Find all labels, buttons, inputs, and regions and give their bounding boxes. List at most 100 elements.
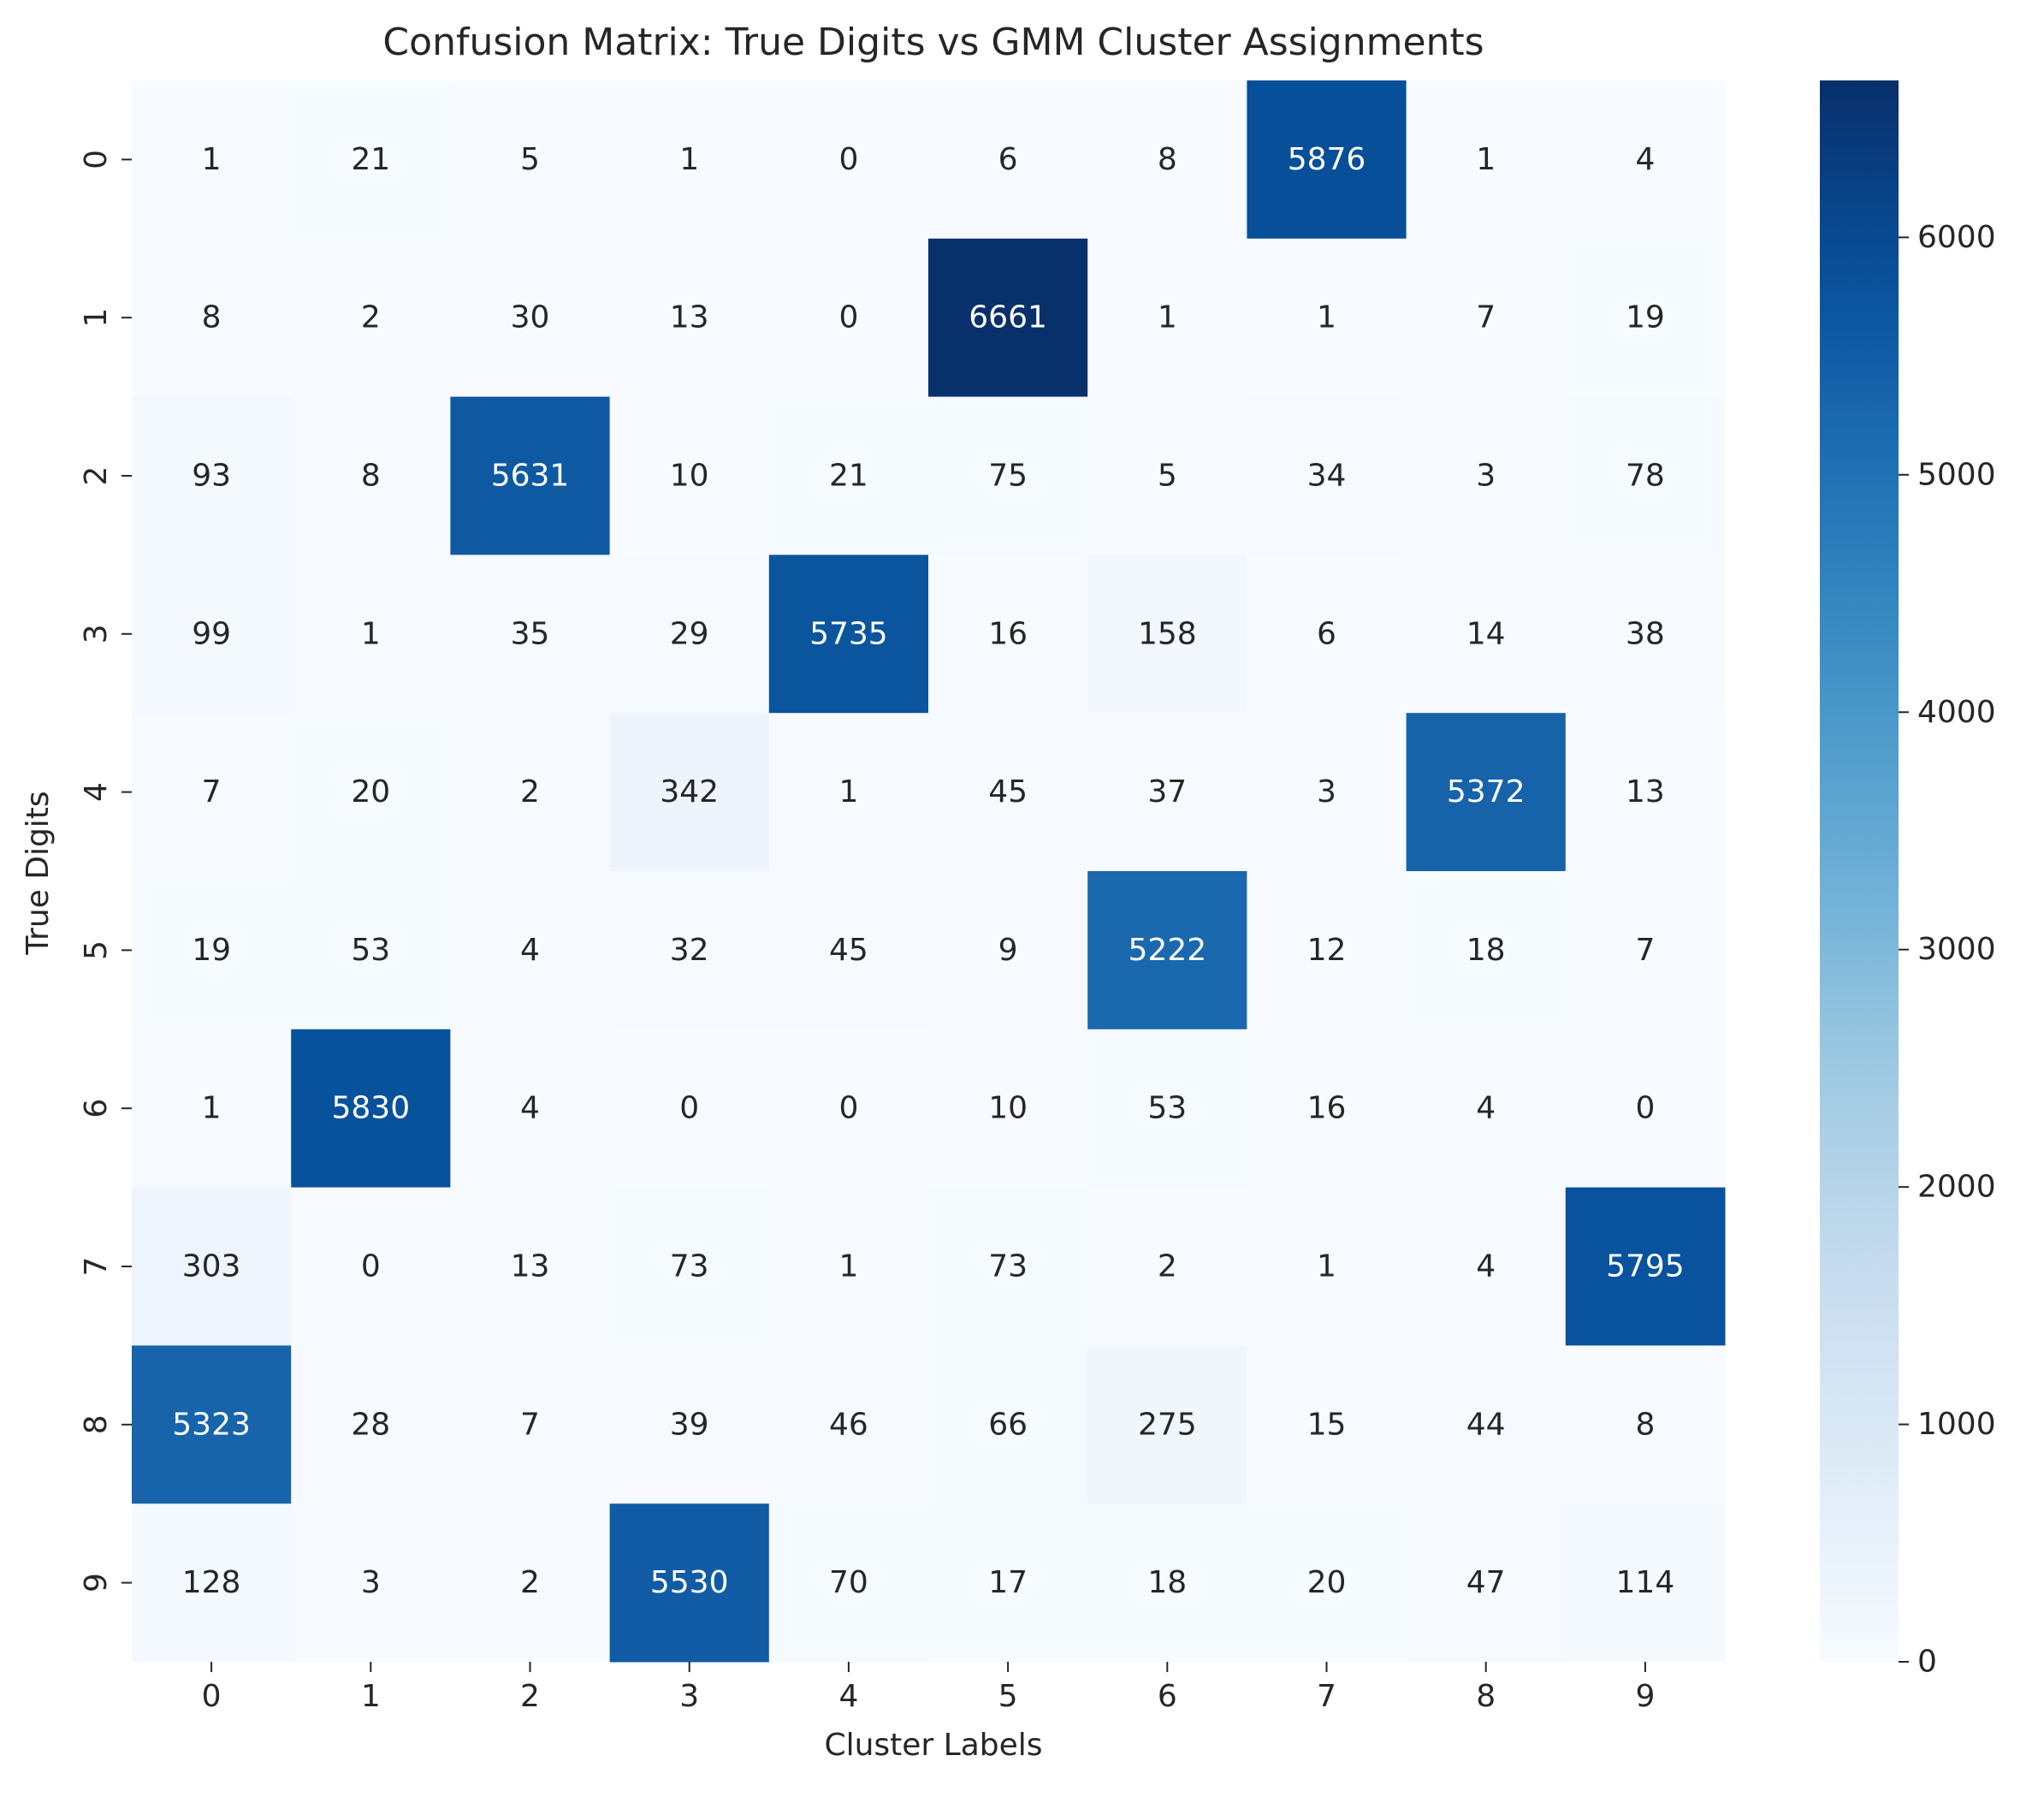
heatmap-cell-label: 38 xyxy=(1626,616,1665,651)
y-tick-label: 1 xyxy=(79,308,114,328)
heatmap-cell xyxy=(1406,396,1567,555)
heatmap-cell xyxy=(1406,555,1567,714)
heatmap-cell-label: 7 xyxy=(520,1407,540,1442)
heatmap-cell-label: 18 xyxy=(1466,933,1506,968)
heatmap-cell xyxy=(132,555,292,714)
heatmap-cell-label: 46 xyxy=(829,1407,868,1442)
colorbar: 0 1000 2000 3000 4000 5000 6000 xyxy=(1820,80,1996,1680)
heatmap-cell-label: 1 xyxy=(361,616,381,651)
heatmap-cell xyxy=(928,80,1088,240)
heatmap-cell-label: 32 xyxy=(670,933,709,968)
heatmap-cell xyxy=(768,1345,929,1504)
heatmap-cell xyxy=(291,1503,451,1663)
heatmap-cell xyxy=(1247,80,1407,240)
heatmap-cell-label: 2 xyxy=(1158,1249,1177,1284)
heatmap-cells xyxy=(132,80,1726,1663)
x-tick-label: 9 xyxy=(1635,1679,1655,1714)
heatmap-cell-label: 45 xyxy=(829,933,868,968)
heatmap-cell-label: 275 xyxy=(1138,1407,1197,1442)
heatmap-cell-label: 5 xyxy=(1158,459,1177,494)
x-tick-label: 7 xyxy=(1317,1679,1336,1714)
heatmap-cell-label: 47 xyxy=(1466,1565,1506,1600)
heatmap-cell xyxy=(291,1029,451,1189)
heatmap-cell xyxy=(768,1187,929,1346)
heatmap-cell-label: 4 xyxy=(520,933,540,968)
heatmap-cell xyxy=(928,713,1088,872)
heatmap-cell-label: 12 xyxy=(1307,933,1347,968)
y-tick-label: 5 xyxy=(79,940,114,960)
heatmap-cell-label: 35 xyxy=(511,616,550,651)
heatmap-cell-label: 1 xyxy=(1476,142,1496,177)
heatmap-cell-label: 1 xyxy=(679,142,699,177)
heatmap-cell xyxy=(1565,396,1726,555)
heatmap-cell xyxy=(1087,1345,1247,1504)
heatmap-cell-label: 158 xyxy=(1138,616,1197,651)
heatmap-cell-label: 20 xyxy=(351,774,390,810)
heatmap-cell xyxy=(928,396,1088,555)
heatmap-cell xyxy=(450,555,611,714)
heatmap-cell xyxy=(291,1187,451,1346)
heatmap-cell-label: 13 xyxy=(670,300,709,335)
heatmap-cell xyxy=(928,1029,1088,1189)
heatmap-cell xyxy=(450,80,611,240)
heatmap-cell-label: 128 xyxy=(182,1565,241,1600)
heatmap-cell xyxy=(928,238,1088,398)
heatmap-cell-label: 1 xyxy=(1317,300,1336,335)
heatmap-cell xyxy=(1247,713,1407,872)
heatmap-cell xyxy=(1087,871,1247,1030)
heatmap-cell xyxy=(1565,1187,1726,1346)
heatmap-cell-label: 78 xyxy=(1626,459,1665,494)
heatmap-cell-label: 8 xyxy=(1158,142,1177,177)
heatmap-cell xyxy=(450,713,611,872)
heatmap-cell-label: 8 xyxy=(1635,1407,1655,1442)
heatmap-cell-label: 16 xyxy=(1307,1091,1347,1126)
heatmap-cell xyxy=(132,871,292,1030)
heatmap-cell xyxy=(609,871,770,1030)
heatmap-cell-label: 9 xyxy=(998,933,1018,968)
heatmap-cell-label: 4 xyxy=(520,1091,540,1126)
heatmap-cell xyxy=(768,555,929,714)
heatmap-cell-label: 1 xyxy=(1317,1249,1336,1284)
heatmap-cell-label: 5735 xyxy=(809,616,888,651)
heatmap-cell-label: 114 xyxy=(1616,1565,1675,1600)
heatmap-cell xyxy=(928,1503,1088,1663)
heatmap-cell xyxy=(609,1187,770,1346)
heatmap-cell xyxy=(768,713,929,872)
heatmap-cell xyxy=(291,713,451,872)
colorbar-tick-label: 1000 xyxy=(1917,1407,1996,1442)
heatmap-cell xyxy=(1087,1029,1247,1189)
heatmap-cell-label: 7 xyxy=(1635,933,1655,968)
heatmap-cell xyxy=(450,1345,611,1504)
heatmap-cell-label: 16 xyxy=(988,616,1028,651)
colorbar-tick-label: 3000 xyxy=(1917,932,1996,967)
x-axis: 0 1 2 3 4 5 6 7 8 9 xyxy=(202,1662,1655,1714)
heatmap-cell xyxy=(291,80,451,240)
heatmap-cell xyxy=(609,1345,770,1504)
y-tick-label: 8 xyxy=(79,1414,114,1434)
heatmap-cell-label: 4 xyxy=(1476,1249,1496,1284)
heatmap-cell-label: 20 xyxy=(1307,1565,1347,1600)
heatmap-cell-label: 6661 xyxy=(969,300,1047,335)
heatmap-cell-label: 19 xyxy=(1626,300,1665,335)
x-tick-label: 2 xyxy=(520,1679,540,1714)
heatmap-cell-label: 53 xyxy=(1147,1091,1187,1126)
heatmap-cell xyxy=(450,1503,611,1663)
heatmap-cell-label: 17 xyxy=(988,1565,1028,1600)
heatmap-cell xyxy=(1565,238,1726,398)
heatmap-cell xyxy=(291,396,451,555)
heatmap-cell xyxy=(1247,1029,1407,1189)
heatmap-cell-label: 1 xyxy=(838,1249,858,1284)
heatmap-cell xyxy=(609,1029,770,1189)
heatmap-cell xyxy=(1565,555,1726,714)
heatmap-cell xyxy=(1565,871,1726,1030)
heatmap-cell xyxy=(450,871,611,1030)
heatmap-cell xyxy=(928,555,1088,714)
y-axis: 0 1 2 3 4 5 6 7 8 9 xyxy=(79,150,132,1592)
heatmap-cell-label: 303 xyxy=(182,1249,241,1284)
heatmap-cell-label: 5372 xyxy=(1447,774,1526,810)
heatmap-cell-label: 0 xyxy=(361,1249,381,1284)
heatmap-cell xyxy=(1565,1503,1726,1663)
heatmap-cell-label: 5830 xyxy=(331,1091,410,1126)
